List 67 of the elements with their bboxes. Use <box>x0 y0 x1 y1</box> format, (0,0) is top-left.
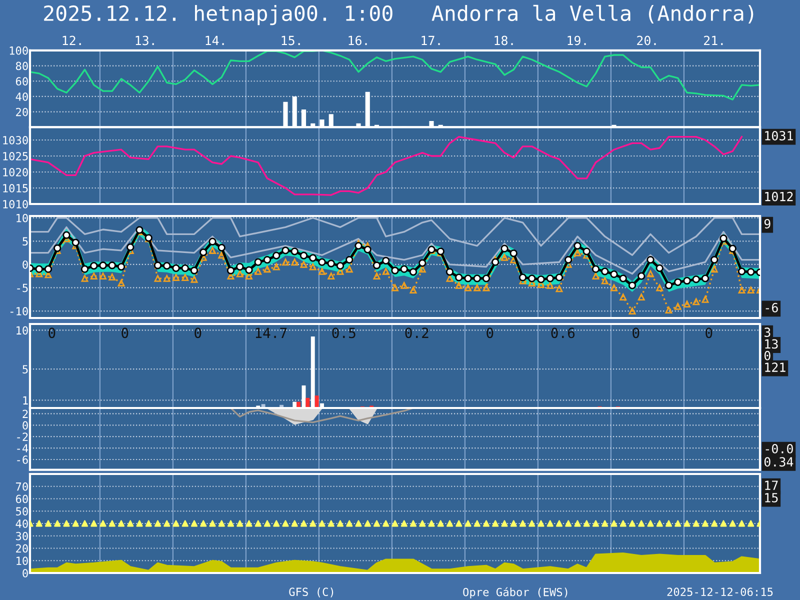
x-tick-label: 19. <box>568 36 586 46</box>
annotation: 0 <box>706 328 712 338</box>
y-tick-label: -2 <box>17 432 28 441</box>
y-tick-label: 0 <box>22 421 28 430</box>
y-tick-label: 60 <box>16 77 28 86</box>
y-tick-label: -5 <box>17 284 28 292</box>
annotation: 0.5 <box>332 328 356 338</box>
y-tick-label: 1030 <box>3 136 28 144</box>
y-tick-label: 50 <box>16 507 28 516</box>
y-tick-label: -4 <box>17 444 28 452</box>
annotation: 0.6 <box>551 328 575 338</box>
y-tick-label: 5 <box>22 365 28 374</box>
annotation: 17 <box>765 480 778 490</box>
annotation: 13 <box>765 339 778 349</box>
annotation: 3 <box>764 328 770 337</box>
annotation: 0 <box>486 328 494 338</box>
y-tick-label: -6 <box>17 456 28 464</box>
y-tick-label: 20 <box>16 108 28 116</box>
y-tick-label: 70 <box>16 482 28 491</box>
annotation: 0 <box>48 328 56 338</box>
y-tick-label: 30 <box>16 532 28 540</box>
annotation: 121 <box>765 362 786 372</box>
x-tick-label: 18. <box>494 36 513 46</box>
annotation: 0.2 <box>405 328 428 338</box>
x-tick-label: 16. <box>348 36 367 46</box>
text: GFS (C) <box>289 587 334 598</box>
annotation: 9 <box>764 219 770 229</box>
y-tick-label: 40 <box>16 92 28 101</box>
y-tick-label: 60 <box>16 494 28 504</box>
y-tick-label: 10 <box>16 214 28 222</box>
y-tick-label: 5 <box>22 237 28 246</box>
y-tick-label: 40 <box>16 520 28 528</box>
annotation: 0 <box>764 350 770 360</box>
annotation: 1012 <box>765 192 793 202</box>
annotation: 14.7 <box>256 328 287 338</box>
annotation: 15 <box>765 493 778 502</box>
y-tick-label: 10 <box>16 556 28 566</box>
annotation: 0 <box>632 328 640 338</box>
x-tick-label: 14. <box>206 36 224 46</box>
y-tick-label: 20 <box>16 544 28 553</box>
annotation: -6 <box>766 302 778 312</box>
annotation: -0.0 <box>766 444 793 454</box>
y-tick-label: -10 <box>10 307 28 316</box>
y-tick-label: 100 <box>10 46 28 55</box>
y-tick-label: 80 <box>16 62 28 70</box>
y-tick-label: 1 <box>23 396 28 404</box>
y-tick-label: 0 <box>22 569 28 578</box>
y-tick-label: 10 <box>16 326 28 335</box>
y-tick-label: 1020 <box>3 168 28 176</box>
annotation: 0.34 <box>764 457 794 467</box>
x-tick-label: 12. <box>62 36 81 46</box>
annotation: 1031 <box>765 131 793 140</box>
annotation: 0 <box>122 328 128 338</box>
x-tick-label: 21. <box>704 36 723 46</box>
y-tick-label: 1010 <box>3 200 28 208</box>
y-tick-label: 1015 <box>3 184 28 192</box>
annotation: 0 <box>194 328 202 338</box>
chart-title: 2025.12.12. hetnapja00. 1:00 Andorra la Vella (Andorra) <box>44 4 754 26</box>
x-tick-label: 20. <box>637 36 656 46</box>
y-tick-label: 2 <box>22 410 28 418</box>
text: 2025-12-12-06:15 <box>667 588 773 596</box>
y-tick-label: 1025 <box>3 152 28 160</box>
text: Opre Gábor (EWS) <box>463 587 568 598</box>
x-tick-label: 17. <box>422 36 440 46</box>
y-tick-label: 0 <box>22 260 28 269</box>
x-tick-label: 13. <box>136 36 154 46</box>
x-tick-label: 15. <box>282 36 300 46</box>
